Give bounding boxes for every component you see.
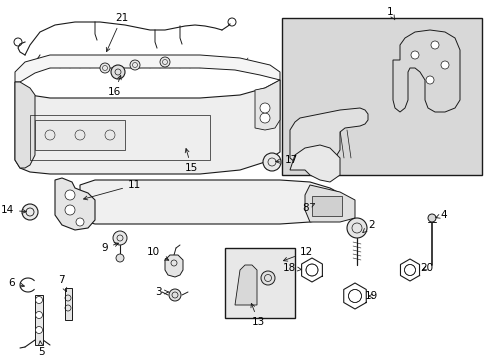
Circle shape: [76, 218, 84, 226]
Polygon shape: [305, 185, 354, 222]
Polygon shape: [392, 30, 459, 112]
Bar: [30, 115, 209, 160]
Text: 13: 13: [250, 303, 264, 327]
Circle shape: [36, 327, 42, 333]
Text: 7: 7: [58, 275, 66, 292]
Text: 6: 6: [8, 278, 24, 288]
Text: 15: 15: [184, 149, 198, 173]
Text: 9: 9: [101, 243, 118, 253]
Circle shape: [430, 41, 438, 49]
Bar: [224, 248, 294, 318]
Bar: [282, 18, 481, 175]
Polygon shape: [289, 145, 339, 182]
Text: 20: 20: [419, 263, 432, 273]
Text: 10: 10: [146, 247, 168, 260]
Circle shape: [410, 51, 418, 59]
Text: 2: 2: [362, 220, 374, 233]
Text: 1: 1: [386, 7, 394, 20]
Polygon shape: [164, 255, 183, 277]
Circle shape: [116, 254, 124, 262]
Circle shape: [65, 205, 75, 215]
Bar: [311, 196, 341, 216]
Bar: [65, 288, 72, 320]
Polygon shape: [15, 80, 280, 174]
Circle shape: [65, 190, 75, 200]
Bar: [35, 120, 125, 150]
Text: 16: 16: [108, 76, 121, 97]
Circle shape: [113, 231, 127, 245]
Text: 11: 11: [83, 180, 141, 200]
Polygon shape: [80, 180, 345, 224]
Text: 12: 12: [283, 247, 313, 261]
Text: 19: 19: [364, 291, 378, 301]
Circle shape: [111, 65, 125, 79]
Circle shape: [100, 63, 110, 73]
Circle shape: [261, 271, 274, 285]
Text: 4: 4: [435, 210, 446, 220]
Polygon shape: [15, 82, 35, 168]
Text: 18: 18: [282, 263, 301, 273]
Circle shape: [169, 289, 181, 301]
Circle shape: [346, 218, 366, 238]
Circle shape: [260, 103, 269, 113]
Circle shape: [260, 113, 269, 123]
Polygon shape: [289, 108, 367, 162]
Polygon shape: [55, 178, 95, 230]
Circle shape: [130, 60, 140, 70]
Circle shape: [36, 297, 42, 303]
Text: 21: 21: [106, 13, 128, 51]
Polygon shape: [15, 55, 280, 82]
Text: 5: 5: [38, 341, 44, 357]
Circle shape: [425, 76, 433, 84]
Polygon shape: [235, 265, 257, 305]
Polygon shape: [254, 80, 280, 130]
Circle shape: [440, 61, 448, 69]
Bar: [35, 295, 43, 345]
Text: 3: 3: [155, 287, 168, 297]
Text: 8: 8: [302, 203, 314, 213]
Circle shape: [36, 311, 42, 319]
Circle shape: [22, 204, 38, 220]
Text: 17: 17: [275, 155, 298, 165]
Text: 14: 14: [1, 205, 26, 215]
Circle shape: [263, 153, 281, 171]
Circle shape: [427, 214, 435, 222]
Circle shape: [160, 57, 170, 67]
